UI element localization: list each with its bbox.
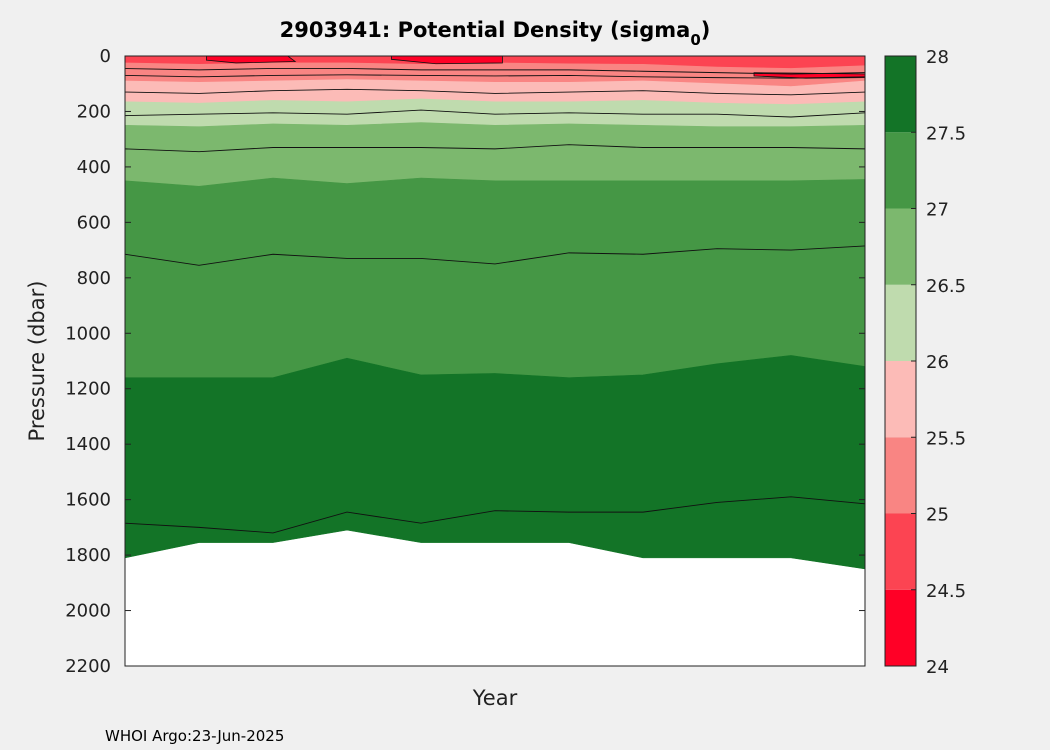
colorbar-tick-label-0: 24: [926, 657, 949, 678]
contour-line-1: [124, 74, 866, 79]
colorbar-segment-5: [885, 208, 916, 285]
colorbar-tick-label-1: 24.5: [926, 581, 966, 602]
footer-credit: WHOI Argo:23-Jun-2025: [105, 727, 284, 745]
colorbar-tick-label-6: 27: [926, 200, 949, 221]
colorbar-segment-3: [885, 361, 916, 438]
y-tick-label-2: 400: [77, 157, 111, 178]
y-axis-label: Pressure (dbar): [25, 281, 49, 442]
plot-area: [124, 55, 866, 570]
density-band-5: [124, 177, 866, 378]
colorbar: 24 24.5 25 25.5 26 26.5 27 27.5 28: [884, 47, 966, 678]
y-tick-label-1: 200: [77, 101, 111, 122]
contour-line-6: [124, 496, 866, 534]
y-tick-label-9: 1800: [65, 545, 111, 566]
density-band-4: [124, 122, 866, 187]
y-tick-label-8: 1600: [65, 490, 111, 511]
colorbar-tick-label-7: 27.5: [926, 123, 966, 144]
y-tick-label-11: 2200: [65, 656, 111, 677]
colorbar-tick-label-2: 25: [926, 505, 949, 526]
y-tick-label-10: 2000: [65, 601, 111, 622]
y-tick-label-4: 800: [77, 268, 111, 289]
colorbar-tick-label-5: 26.5: [926, 276, 966, 297]
colorbar-segment-1: [885, 513, 916, 590]
colorbar-segment-4: [885, 284, 916, 361]
chart-title: 2903941: Potential Density (sigma0): [280, 18, 711, 49]
y-tick-label-0: 0: [100, 46, 111, 67]
x-axis-label: Year: [472, 686, 518, 710]
colorbar-segment-0: [885, 589, 916, 666]
contour-line-0: [124, 68, 866, 75]
colorbar-segment-2: [885, 437, 916, 514]
contour-line-3: [124, 109, 866, 118]
y-tick-label-7: 1400: [65, 434, 111, 455]
y-tick-label-6: 1200: [65, 379, 111, 400]
y-axis: 0 200 400 600 800 1000 1200 1400 1600 1800 2000 220…: [65, 46, 865, 677]
colorbar-segment-6: [885, 132, 916, 209]
colorbar-tick-label-4: 26: [926, 352, 949, 373]
density-band-6: [124, 355, 866, 570]
contour-line-5: [124, 245, 866, 266]
plot-frame: [124, 55, 866, 667]
colorbar-tick-label-8: 28: [926, 47, 949, 68]
colorbar-segment-7: [885, 56, 916, 133]
contour-line-4: [124, 144, 866, 153]
colorbar-tick-label-3: 25.5: [926, 428, 966, 449]
contour-line-2: [124, 88, 866, 96]
y-tick-label-5: 1000: [65, 323, 111, 344]
y-tick-label-3: 600: [77, 212, 111, 233]
